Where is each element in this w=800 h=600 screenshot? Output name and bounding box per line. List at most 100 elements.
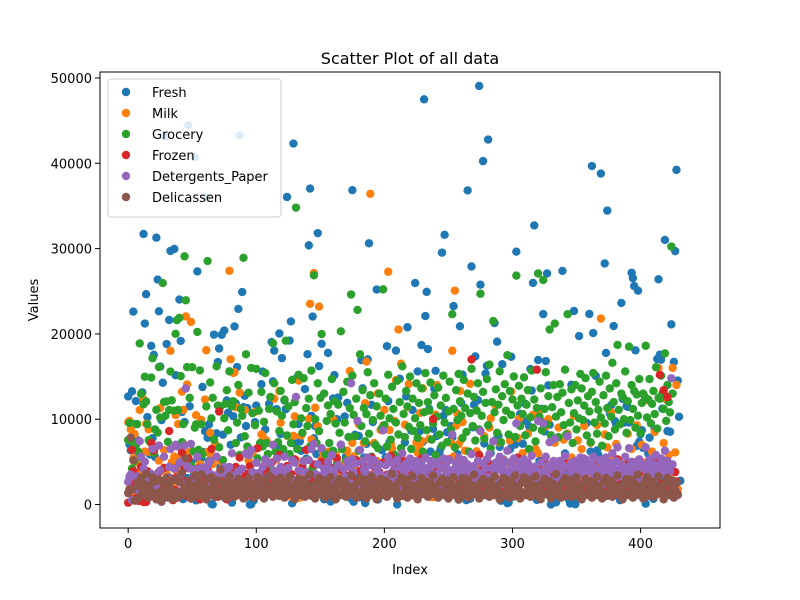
data-point bbox=[646, 419, 656, 428]
data-point bbox=[336, 327, 346, 336]
data-point bbox=[569, 408, 579, 418]
data-point bbox=[202, 402, 211, 411]
data-point bbox=[410, 278, 420, 288]
data-point bbox=[246, 445, 256, 455]
data-point bbox=[376, 411, 385, 420]
data-point bbox=[163, 437, 173, 446]
data-point bbox=[176, 336, 185, 346]
data-point bbox=[230, 322, 239, 331]
data-point bbox=[375, 460, 384, 469]
data-point bbox=[299, 374, 308, 383]
data-point bbox=[565, 418, 575, 427]
data-point bbox=[212, 452, 221, 461]
data-point bbox=[466, 379, 475, 388]
data-point bbox=[358, 385, 367, 395]
data-point bbox=[496, 438, 506, 447]
data-point bbox=[305, 470, 315, 479]
data-point bbox=[600, 259, 609, 268]
data-point bbox=[257, 387, 266, 397]
data-point bbox=[313, 379, 322, 388]
data-point bbox=[555, 379, 565, 389]
data-point bbox=[125, 418, 134, 428]
data-point bbox=[223, 426, 233, 435]
data-point bbox=[126, 433, 135, 442]
x-axis-label: Index bbox=[392, 563, 428, 578]
data-point bbox=[588, 452, 598, 461]
data-point bbox=[672, 165, 681, 175]
data-point bbox=[363, 368, 372, 377]
data-point bbox=[147, 341, 156, 351]
data-point bbox=[136, 389, 146, 399]
data-point bbox=[405, 454, 415, 463]
data-point bbox=[454, 369, 463, 379]
data-point bbox=[448, 430, 457, 439]
data-point bbox=[346, 471, 356, 480]
data-point bbox=[159, 452, 169, 461]
data-point bbox=[276, 418, 285, 427]
data-point bbox=[252, 458, 261, 467]
data-point bbox=[665, 427, 675, 436]
data-point bbox=[268, 440, 278, 449]
data-point bbox=[518, 439, 527, 448]
data-point bbox=[631, 346, 640, 355]
data-point bbox=[225, 462, 234, 472]
data-point bbox=[226, 355, 235, 364]
data-point bbox=[592, 429, 602, 438]
data-point bbox=[473, 379, 483, 388]
data-point bbox=[346, 290, 356, 299]
data-point bbox=[512, 419, 521, 428]
data-point bbox=[170, 464, 179, 473]
data-point bbox=[314, 426, 324, 436]
data-point bbox=[425, 406, 434, 415]
data-point bbox=[455, 397, 465, 406]
data-point bbox=[428, 471, 438, 480]
data-point bbox=[612, 379, 621, 388]
data-point bbox=[135, 436, 144, 446]
data-point bbox=[423, 344, 433, 354]
data-point bbox=[305, 299, 315, 309]
data-point bbox=[398, 449, 407, 458]
data-point bbox=[628, 273, 638, 283]
data-point bbox=[181, 296, 191, 305]
legend-label: Frozen bbox=[152, 149, 195, 164]
data-point bbox=[304, 414, 313, 424]
data-point bbox=[522, 400, 531, 409]
data-point bbox=[592, 472, 602, 481]
data-point bbox=[205, 378, 215, 387]
data-point bbox=[404, 379, 413, 389]
data-point bbox=[353, 305, 362, 315]
data-point bbox=[225, 472, 234, 481]
data-point bbox=[622, 428, 631, 437]
data-point bbox=[478, 387, 488, 397]
y-tick-label: 50000 bbox=[51, 72, 92, 87]
data-point bbox=[386, 435, 395, 444]
data-point bbox=[303, 349, 312, 359]
legend-marker bbox=[121, 108, 131, 118]
data-point bbox=[291, 392, 301, 402]
data-point bbox=[656, 355, 666, 364]
x-tick-label: 200 bbox=[372, 537, 397, 552]
data-point bbox=[574, 331, 584, 341]
data-point bbox=[227, 449, 237, 458]
data-point bbox=[597, 441, 607, 450]
data-point bbox=[164, 426, 174, 436]
data-point bbox=[193, 452, 202, 461]
data-point bbox=[491, 385, 501, 394]
data-point bbox=[348, 371, 357, 380]
data-point bbox=[563, 310, 572, 319]
data-point bbox=[660, 446, 670, 455]
data-point bbox=[636, 428, 645, 438]
data-point bbox=[628, 404, 638, 414]
data-point bbox=[474, 81, 484, 91]
data-point bbox=[619, 415, 629, 424]
data-point bbox=[234, 474, 243, 484]
data-point bbox=[127, 445, 137, 455]
data-point bbox=[241, 421, 251, 431]
data-point bbox=[132, 419, 142, 429]
data-point bbox=[408, 472, 417, 481]
data-point bbox=[157, 496, 166, 506]
data-point bbox=[334, 400, 343, 409]
data-point bbox=[430, 391, 439, 400]
data-point bbox=[231, 438, 240, 448]
data-point bbox=[185, 464, 194, 473]
